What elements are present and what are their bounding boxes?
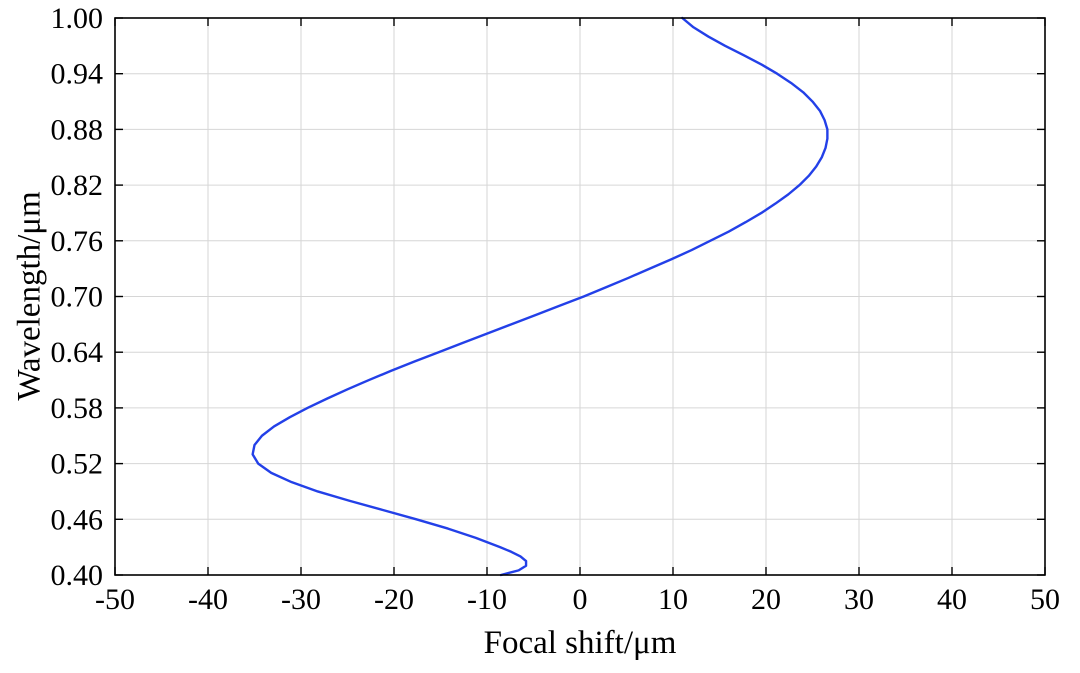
y-axis-title: Wavelength/μm [11, 191, 48, 401]
x-tick-label: -50 [95, 583, 135, 616]
x-tick-label: 50 [1030, 583, 1060, 616]
x-tick-label: 40 [937, 583, 967, 616]
y-tick-label: 0.94 [51, 58, 104, 91]
x-tick-label: 10 [658, 583, 688, 616]
focal-shift-curve [251, 16, 829, 577]
y-tick-label: 0.64 [51, 336, 104, 369]
x-axis-title: Focal shift/μm [483, 625, 677, 661]
x-tick-label: -10 [467, 583, 507, 616]
y-tick-label: 0.52 [51, 448, 104, 481]
y-tick-label: 0.76 [51, 225, 104, 258]
y-tick-label: 0.70 [51, 281, 104, 314]
x-tick-label: 0 [573, 583, 588, 616]
x-tick-label: 20 [751, 583, 781, 616]
y-tick-label: 0.88 [51, 113, 104, 146]
y-tick-label: 0.40 [51, 559, 104, 592]
x-tick-label: -20 [374, 583, 414, 616]
y-tick-label: 0.82 [51, 169, 104, 202]
x-tick-label: 30 [844, 583, 874, 616]
y-tick-label: 0.46 [51, 503, 104, 536]
y-tick-label: 0.58 [51, 392, 104, 425]
x-tick-label: -40 [188, 583, 228, 616]
x-tick-label: -30 [281, 583, 321, 616]
y-tick-label: 1.00 [51, 2, 104, 35]
